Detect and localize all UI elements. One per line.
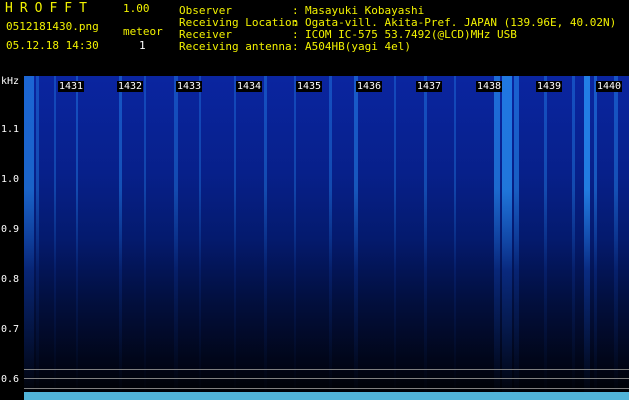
signal-streak	[144, 76, 146, 400]
signal-streak	[199, 76, 201, 400]
signal-streak	[572, 76, 575, 400]
time-label: 1440	[596, 81, 623, 92]
signal-streak	[294, 76, 296, 400]
info-label-antenna: Receiving antenna	[179, 40, 292, 53]
y-axis-unit: kHz	[1, 76, 20, 87]
spectrogram-plot	[24, 76, 629, 400]
info-value-receiver: ICOM IC-575 53.7492(@LCD)MHz USB	[305, 28, 517, 41]
time-label: 1431	[58, 81, 85, 92]
signal-streak	[454, 76, 456, 400]
time-label: 1439	[536, 81, 563, 92]
y-tick-label: 0.9	[1, 224, 20, 235]
signal-streak	[264, 76, 267, 400]
time-label: 1432	[117, 81, 144, 92]
signal-streak	[24, 76, 34, 400]
signal-streak	[544, 76, 547, 400]
signal-streak	[354, 76, 358, 400]
info-value-antenna: A504HB(yagi 4el)	[305, 40, 411, 53]
meteor-label: meteor	[123, 25, 163, 38]
signal-streak	[594, 76, 597, 400]
time-label: 1437	[416, 81, 443, 92]
y-tick-label: 0.7	[1, 324, 20, 335]
reference-line	[24, 378, 629, 379]
signal-streak	[174, 76, 178, 400]
app-version: 1.00	[123, 2, 150, 15]
header-panel: HROFFT 1.00 0512181430.png meteor 05.12.…	[0, 0, 629, 72]
signal-streak	[514, 76, 519, 400]
y-tick-label: 1.0	[1, 174, 20, 185]
signal-streak	[329, 76, 332, 400]
file-name: 0512181430.png	[6, 20, 99, 33]
time-label: 1434	[236, 81, 263, 92]
signal-streak	[36, 76, 39, 400]
signal-streak	[394, 76, 396, 400]
time-label: 1435	[296, 81, 323, 92]
info-colon: :	[292, 4, 299, 17]
time-label: 1438	[476, 81, 503, 92]
app-title: HROFFT	[5, 1, 94, 16]
y-tick-label: 1.1	[1, 124, 20, 135]
info-colon: :	[292, 16, 299, 29]
info-colon: :	[292, 40, 299, 53]
signal-streak	[494, 76, 500, 400]
signal-streak	[614, 76, 618, 400]
info-value-observer: Masayuki Kobayashi	[305, 4, 425, 17]
reference-line	[24, 388, 629, 389]
signal-streak	[119, 76, 122, 400]
y-tick-label: 0.8	[1, 274, 20, 285]
time-label: 1436	[356, 81, 383, 92]
signal-streak	[234, 76, 236, 400]
time-label: 1433	[176, 81, 203, 92]
date-time: 05.12.18 14:30	[6, 39, 99, 52]
info-colon: :	[292, 28, 299, 41]
info-label-observer: Observer	[179, 4, 232, 17]
signal-streak	[54, 76, 56, 400]
signal-streak	[76, 76, 78, 400]
signal-streak	[584, 76, 590, 400]
info-label-receiver: Receiver	[179, 28, 232, 41]
noise-trace	[24, 392, 629, 400]
signal-streak	[502, 76, 512, 400]
y-tick-label: 0.6	[1, 374, 20, 385]
y-axis-strip	[0, 76, 24, 400]
info-value-location: Ogata-vill. Akita-Pref. JAPAN (139.96E, …	[305, 16, 617, 29]
info-label-location: Receiving Location	[179, 16, 299, 29]
signal-streak	[424, 76, 427, 400]
meteor-count: 1	[139, 39, 146, 52]
reference-line	[24, 369, 629, 370]
